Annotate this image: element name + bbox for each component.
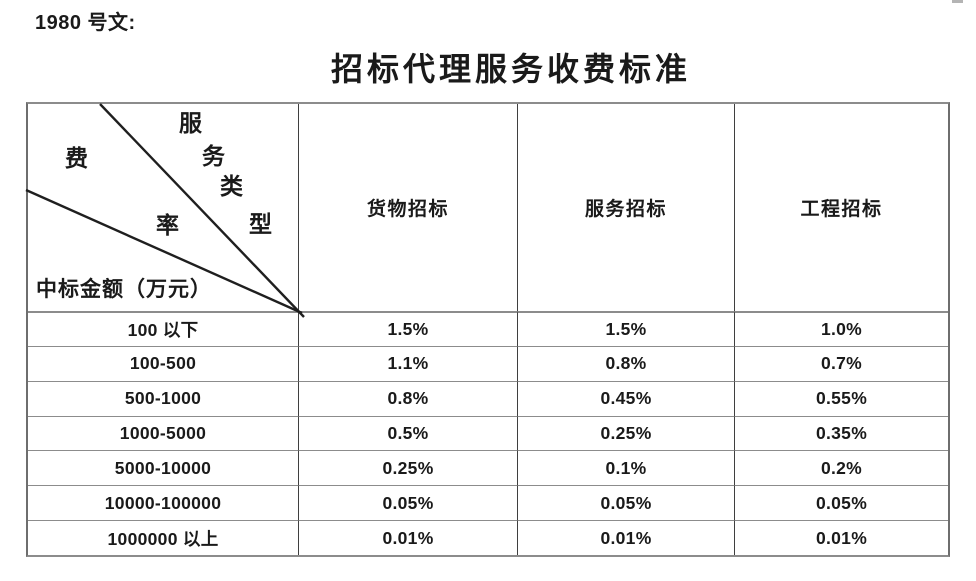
- corner-rate-char: 率: [156, 212, 179, 239]
- fee-value: 0.1%: [517, 450, 734, 486]
- diagonal-split-lines: [25, 103, 305, 318]
- fee-value: 0.55%: [734, 380, 948, 416]
- corner-amount-label: 中标金额（万元）: [36, 276, 212, 301]
- fee-value: 0.8%: [517, 345, 734, 381]
- row-range-label: 500-1000: [28, 380, 298, 416]
- corner-service-type-char: 服: [179, 110, 202, 137]
- fee-value: 0.25%: [517, 415, 734, 451]
- fee-value: 0.01%: [517, 520, 734, 555]
- fee-value: 1.1%: [298, 345, 517, 381]
- fee-value: 0.05%: [517, 485, 734, 521]
- row-range-label: 1000000 以上: [28, 520, 298, 555]
- scan-edge-artifact: [952, 0, 963, 3]
- page-title: 招标代理服务收费标准: [330, 50, 691, 88]
- fee-value: 0.8%: [298, 380, 517, 416]
- column-header-engineering: 工程招标: [734, 104, 948, 311]
- row-range-label: 100-500: [28, 345, 298, 381]
- corner-rate-char: 费: [65, 145, 88, 172]
- corner-service-type-char: 类: [220, 173, 243, 200]
- fee-value: 1.0%: [734, 311, 948, 346]
- fee-value: 1.5%: [298, 311, 517, 346]
- fee-value: 0.05%: [298, 485, 517, 521]
- fee-value: 0.7%: [734, 345, 948, 381]
- column-header-goods: 货物招标: [298, 104, 517, 311]
- fee-value: 0.25%: [298, 450, 517, 486]
- row-range-label: 5000-10000: [28, 450, 298, 485]
- fee-value: 1.5%: [517, 311, 734, 346]
- table-corner-cell: 服 务 类 型 费 率 中标金额（万元）: [25, 103, 305, 318]
- fee-standard-table: 服 务 类 型 费 率 中标金额（万元） 货物招标 服务招标 工程招标 100 …: [25, 102, 950, 557]
- fee-value: 0.05%: [734, 485, 948, 521]
- diagonal-line-upper: [99, 103, 305, 318]
- corner-service-type-char: 型: [249, 211, 272, 238]
- fee-value: 0.01%: [734, 520, 948, 555]
- row-range-label: 1000-5000: [28, 415, 298, 451]
- corner-service-type-char: 务: [202, 143, 225, 170]
- row-range-label: 10000-100000: [28, 485, 298, 520]
- fee-value: 0.35%: [734, 415, 948, 451]
- row-range-label: 100 以下: [28, 311, 298, 346]
- diagonal-line-lower: [25, 188, 303, 315]
- doc-ref-label: 1980 号文:: [35, 12, 136, 34]
- column-header-service: 服务招标: [517, 104, 734, 311]
- fee-value: 0.5%: [298, 415, 517, 451]
- fee-value: 0.01%: [298, 520, 517, 555]
- fee-value: 0.2%: [734, 450, 948, 486]
- fee-value: 0.45%: [517, 380, 734, 416]
